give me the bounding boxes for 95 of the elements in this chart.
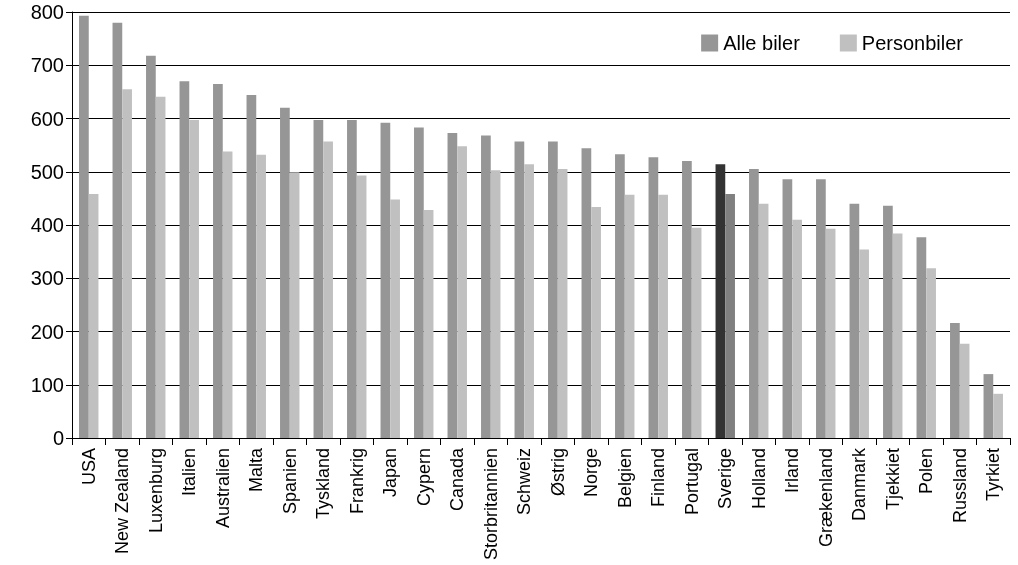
bar	[256, 154, 266, 438]
y-tick-label: 100	[30, 373, 64, 396]
bar	[347, 120, 357, 438]
bar	[993, 393, 1003, 438]
bar	[983, 374, 994, 438]
x-tick-label: Japan	[380, 448, 401, 498]
bar	[481, 135, 491, 438]
x-tick-label: Polen	[916, 448, 937, 495]
bar	[155, 96, 166, 438]
y-tick-label: 200	[30, 320, 64, 343]
bar	[122, 89, 132, 438]
x-tick-label: Finland	[648, 448, 669, 508]
bar	[356, 175, 367, 438]
y-tick-label: 700	[30, 54, 64, 77]
x-tick-label: Frankrig	[346, 448, 367, 515]
bar	[524, 164, 534, 438]
bar	[950, 322, 960, 438]
x-tick-label: USA	[78, 448, 99, 486]
x-tick-label: Malta	[246, 447, 267, 493]
bar	[390, 199, 400, 438]
bar	[615, 154, 625, 438]
x-tick-label: Italien	[179, 448, 200, 497]
bar	[490, 170, 501, 438]
y-tick-label: 800	[30, 1, 64, 23]
bar	[648, 157, 659, 438]
x-tick-label: Luxenburg	[145, 448, 166, 534]
bar	[859, 249, 869, 438]
bar	[289, 172, 300, 438]
bar	[825, 228, 836, 438]
x-tick-label: Schweiz	[514, 448, 535, 516]
x-tick-label: Grækenland	[815, 448, 836, 548]
x-tick-label: Belgien	[614, 448, 635, 509]
y-tick-label: 600	[30, 107, 64, 130]
bar	[246, 95, 257, 438]
bar	[926, 268, 936, 438]
x-tick-label: Sverige	[715, 448, 736, 510]
bar	[323, 141, 333, 438]
bar	[691, 227, 702, 438]
x-tick-label: Russland	[949, 448, 970, 524]
legend-label: Personbiler	[861, 32, 964, 54]
bar	[758, 203, 769, 438]
bar	[725, 194, 735, 438]
legend-label: Alle biler	[723, 32, 801, 54]
bar	[88, 194, 99, 438]
x-tick-label: Irland	[782, 448, 803, 494]
x-tick-label: Holland	[748, 448, 769, 510]
bar	[849, 203, 860, 438]
x-tick-label: Tjekkiet	[882, 448, 903, 511]
bar	[916, 237, 927, 438]
bar	[457, 146, 467, 438]
bar	[222, 151, 233, 438]
x-tick-label: Østrig	[547, 448, 568, 497]
x-tick-label: Danmark	[849, 447, 870, 522]
bar	[682, 161, 692, 438]
x-tick-label: Portugal	[681, 448, 702, 516]
x-tick-label: Tyskland	[313, 448, 334, 520]
bar	[79, 15, 89, 438]
bar	[782, 179, 793, 438]
x-tick-label: Spanien	[279, 448, 300, 515]
bar	[179, 81, 190, 438]
x-tick-label: Norge	[581, 448, 602, 498]
bar	[816, 179, 826, 438]
bar	[146, 55, 156, 438]
bar	[883, 205, 893, 438]
x-tick-label: Canada	[447, 447, 468, 512]
bar	[313, 120, 324, 438]
x-tick-label: Tyrkiet	[983, 448, 1004, 502]
bar	[514, 141, 525, 438]
y-tick-label: 300	[30, 267, 64, 290]
bar	[112, 22, 123, 438]
x-tick-label: Cypern	[413, 448, 434, 507]
bar	[624, 194, 635, 438]
bar	[557, 169, 568, 438]
bar	[414, 127, 424, 438]
bar	[548, 141, 558, 438]
bar	[380, 122, 391, 438]
bar	[591, 206, 601, 438]
y-tick-label: 0	[52, 427, 64, 449]
x-tick-label: New Zealand	[112, 448, 133, 555]
bar	[792, 219, 802, 438]
x-tick-label: Storbritannien	[480, 448, 501, 561]
bar	[892, 233, 903, 438]
y-tick-label: 400	[30, 214, 64, 236]
bar	[658, 194, 668, 438]
bar	[749, 169, 759, 438]
bar	[280, 107, 290, 438]
bar	[423, 210, 434, 438]
bar	[715, 164, 726, 438]
x-tick-label: Australien	[212, 448, 233, 529]
bar	[959, 343, 970, 438]
y-tick-label: 500	[30, 160, 64, 183]
bar	[581, 148, 592, 438]
bar	[213, 83, 223, 438]
bar	[189, 120, 199, 438]
bar	[447, 132, 458, 438]
